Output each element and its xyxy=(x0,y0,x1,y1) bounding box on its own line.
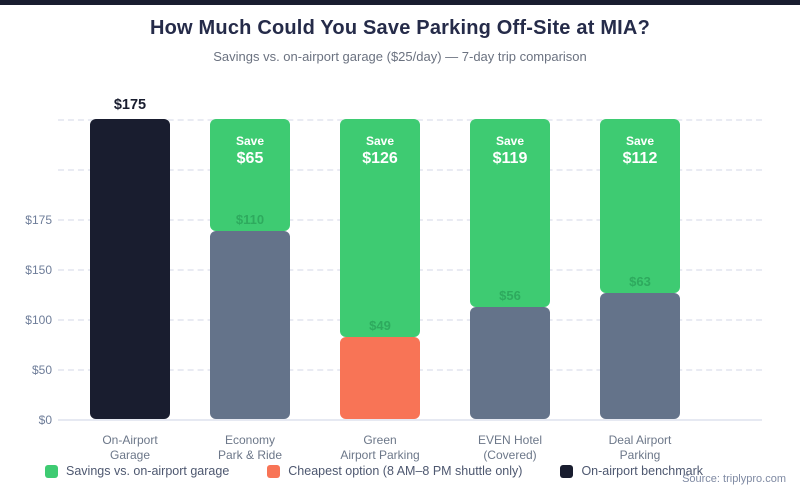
price-segment-even-hotel-covered xyxy=(470,307,550,419)
y-axis-tick: $175 xyxy=(25,213,52,227)
legend-item-savings-vs-on-airport-ga: Savings vs. on-airport garage xyxy=(45,464,229,478)
chart-subtitle: Savings vs. on-airport garage ($25/day) … xyxy=(213,49,587,64)
legend-label: Cheapest option (8 AM–8 PM shuttle only) xyxy=(288,464,523,478)
price-label: $49 xyxy=(369,318,391,333)
price-label: $110 xyxy=(235,212,265,227)
price-segment-green-airport-parking xyxy=(340,337,420,419)
legend-item-on-airport-benchmark: On-airport benchmark xyxy=(560,464,703,478)
chart-title: How Much Could You Save Parking Off-Site… xyxy=(149,17,650,39)
save-callout: Save $65 xyxy=(210,134,290,168)
legend-label: Savings vs. on-airport garage xyxy=(66,464,230,478)
bar-total-label: $175 xyxy=(113,97,147,113)
y-axis-tick: $0 xyxy=(38,413,52,427)
y-axis-tick: $100 xyxy=(25,313,52,327)
save-amount: $65 xyxy=(236,150,264,167)
x-axis-label-even-hotel-covered: EVEN Hotel (Covered) xyxy=(477,433,543,462)
save-word: Save xyxy=(365,134,395,148)
benchmark-bar-on-airport-garage xyxy=(90,119,170,419)
save-callout: Save $112 xyxy=(600,134,680,168)
save-amount: $119 xyxy=(492,150,528,167)
save-amount: $112 xyxy=(622,150,658,167)
legend-swatch xyxy=(560,464,574,478)
legend-item-cheapest-option-8-am-8-p: Cheapest option (8 AM–8 PM shuttle only) xyxy=(267,464,522,478)
price-segment-deal-airport-parking xyxy=(600,293,680,419)
x-axis-label-deal-airport-parking: Deal Airport Parking xyxy=(608,433,672,462)
save-callout: Save $119 xyxy=(470,134,550,168)
x-axis-label-on-airport-garage: On-Airport Garage xyxy=(102,433,158,462)
source-credit: Source: triplypro.com xyxy=(682,473,786,485)
savings-segment-even-hotel-covered: Save $119 $56 xyxy=(470,119,550,307)
legend-label: On-airport benchmark xyxy=(581,464,704,478)
save-amount: $126 xyxy=(362,150,398,167)
save-word: Save xyxy=(495,134,525,148)
savings-segment-green-airport-parking: Save $126 $49 xyxy=(340,119,420,337)
save-word: Save xyxy=(235,134,265,148)
legend-swatch xyxy=(45,464,58,478)
legend-swatch xyxy=(267,464,281,478)
chart-legend: Savings vs. on-airport garage Cheapest op… xyxy=(45,464,703,478)
price-label: $56 xyxy=(499,288,521,303)
x-axis-label-economy-park-ride: Economy Park & Ride xyxy=(217,433,283,462)
price-label: $63 xyxy=(629,274,651,289)
x-axis-label-green-airport-parking: Green Airport Parking xyxy=(340,433,420,462)
savings-segment-deal-airport-parking: Save $112 $63 xyxy=(600,119,680,293)
y-axis-tick: $150 xyxy=(25,263,52,277)
x-axis-line xyxy=(58,419,762,421)
price-segment-economy-park-ride xyxy=(210,231,290,419)
y-axis-tick: $50 xyxy=(31,363,52,377)
save-word: Save xyxy=(625,134,655,148)
top-accent-bar xyxy=(0,0,800,5)
save-callout: Save $126 xyxy=(340,134,420,168)
savings-segment-economy-park-ride: Save $65 $110 xyxy=(210,119,290,231)
